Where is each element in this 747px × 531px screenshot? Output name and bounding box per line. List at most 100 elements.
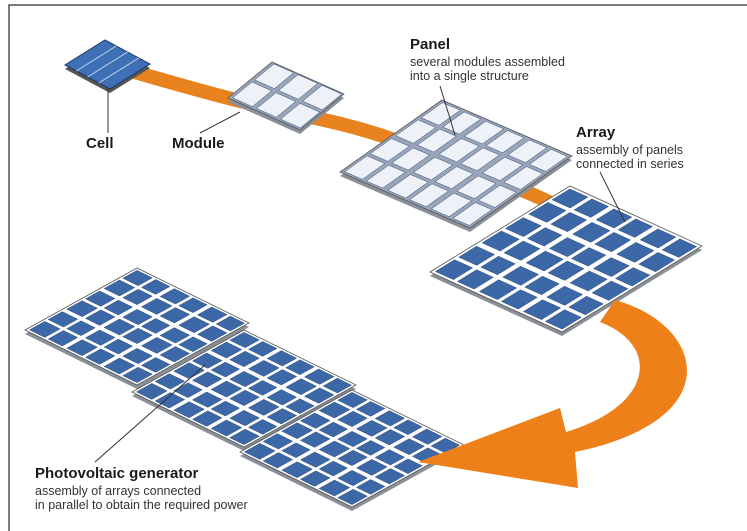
generator-array-cell — [266, 350, 298, 367]
module-cell — [256, 92, 297, 118]
array-cell — [550, 212, 588, 233]
generator-array-cell — [122, 366, 153, 383]
generator-array-cell — [159, 288, 191, 305]
generator-array-cell — [355, 420, 388, 437]
array-cell — [570, 247, 607, 267]
generator-array-cell — [243, 443, 276, 460]
generator-array-cell — [299, 451, 331, 468]
solar-elements — [24, 39, 703, 511]
generator-array-cell — [229, 371, 260, 387]
generator-array-cell — [196, 325, 228, 342]
generator-array-cell — [215, 315, 246, 332]
generator-array-cell — [173, 362, 205, 379]
generator-array-cell — [84, 290, 116, 307]
generator-array-cell — [154, 373, 186, 390]
array-label: Array — [576, 124, 616, 141]
array-cell — [500, 289, 538, 310]
array-cell — [573, 198, 610, 218]
generator-array-cell — [210, 419, 243, 437]
generator-array-frame — [131, 329, 357, 448]
panel-cell — [456, 175, 497, 199]
array-cell — [548, 237, 586, 257]
panel-cell — [344, 155, 386, 180]
generator-array-cell — [159, 346, 191, 363]
panel-cell — [485, 130, 525, 154]
array-cell — [616, 242, 655, 263]
module-cell — [280, 103, 321, 129]
generator-array-cell — [135, 383, 168, 400]
generator-array-cell — [303, 387, 335, 404]
array-cell — [525, 250, 564, 272]
array-cell — [592, 257, 630, 277]
generator-array-frame — [24, 267, 250, 386]
array-cell — [661, 238, 698, 258]
panel-cell — [481, 156, 524, 181]
array-cell — [522, 299, 562, 320]
panel-description: into a single structure — [410, 69, 529, 83]
array-cell — [502, 265, 540, 286]
generator-array-cell — [322, 377, 353, 394]
generator-array-cell — [266, 389, 298, 406]
generator-array-cell — [66, 339, 98, 356]
generator-array-cell — [281, 461, 313, 478]
generator-array-cell — [266, 408, 298, 425]
generator-array-cell — [229, 350, 260, 367]
array-cell — [481, 230, 520, 252]
generator-array-cell — [210, 400, 241, 417]
generator-array-cell — [47, 330, 79, 347]
array-cell — [572, 222, 611, 243]
array-cell — [546, 285, 584, 306]
generator-array-cell — [355, 401, 386, 417]
generator-array-cell — [318, 401, 351, 419]
generator-array-cell — [191, 352, 223, 369]
array-cell — [547, 260, 585, 281]
generator-array-cell — [28, 321, 61, 338]
array-cell — [458, 245, 496, 266]
array-cell — [526, 227, 563, 247]
generator-array-cell — [393, 438, 425, 455]
generator-array-cell — [318, 440, 351, 458]
generator-array-cell — [140, 279, 171, 295]
panel-cell — [369, 138, 410, 162]
generator-array-cell — [299, 470, 331, 487]
module-cell — [254, 63, 295, 89]
generator-array-cell — [84, 309, 116, 326]
generator-array-cell — [266, 369, 298, 386]
array-cell — [594, 232, 632, 253]
array-description: connected in series — [576, 157, 684, 171]
generator-array-cell — [122, 348, 153, 364]
module-label: Module — [172, 135, 225, 152]
panel-description: several modules assembled — [410, 55, 565, 69]
generator-array-cell — [337, 449, 368, 466]
generator-array-cell — [318, 421, 349, 438]
generator-array-cell — [173, 401, 205, 418]
generator-array-cell — [178, 297, 208, 313]
leader-line — [599, 171, 626, 223]
generator-array-cell — [191, 391, 223, 408]
generator-array-cell — [122, 270, 153, 286]
generator-array-cell — [173, 382, 203, 398]
generator-array-cell — [210, 361, 241, 378]
generator-array-cell — [355, 440, 386, 456]
panel-cell — [387, 174, 429, 199]
generator-array-cell — [140, 318, 171, 334]
generator-array-cell — [196, 306, 228, 323]
array-cell — [591, 280, 629, 301]
array-cell — [617, 218, 654, 238]
module-cell — [302, 85, 343, 111]
array-cell — [551, 188, 589, 209]
module-cell — [278, 74, 319, 100]
generator-array-cell — [247, 419, 278, 435]
generator-array-cell — [337, 410, 368, 427]
array-cell — [568, 295, 604, 316]
generator-array-cell — [103, 299, 134, 316]
generator-array-cell — [84, 348, 116, 365]
generator-array-cell — [411, 428, 443, 445]
generator-array-cell — [281, 442, 311, 458]
panel-cell — [438, 138, 480, 163]
generator-array-cell — [285, 359, 315, 375]
generator-array-cell — [103, 279, 136, 297]
generator-array-cell — [374, 449, 406, 466]
generator-array-cell — [285, 378, 317, 395]
